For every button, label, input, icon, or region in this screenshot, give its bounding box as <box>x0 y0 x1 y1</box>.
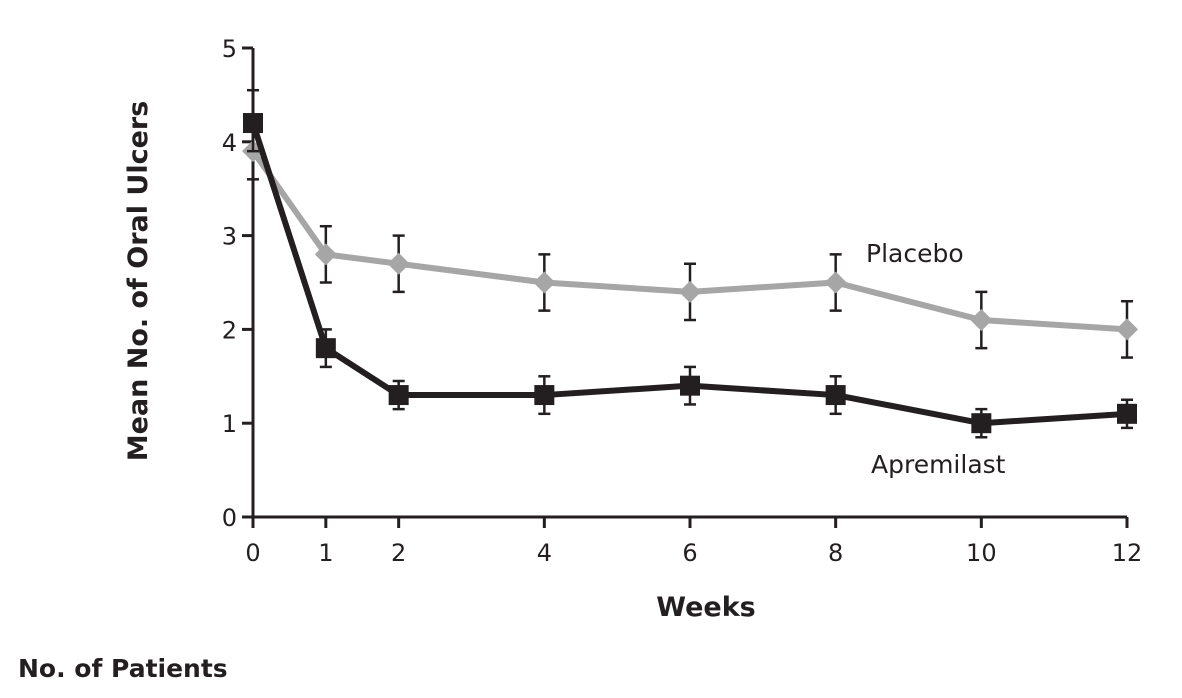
data-point-placebo <box>1116 318 1138 341</box>
series-line-placebo <box>250 149 1128 333</box>
y-tick-label: 5 <box>222 35 237 63</box>
y-tick-label: 2 <box>222 316 237 344</box>
x-tick-label: 12 <box>1112 539 1143 567</box>
x-tick-label: 10 <box>966 539 997 567</box>
data-point-placebo <box>824 271 847 294</box>
x-tick-label: 1 <box>318 539 333 567</box>
x-tick-label: 2 <box>391 539 406 567</box>
y-tick-label: 4 <box>222 129 237 157</box>
series-placebo <box>242 121 1138 359</box>
y-tick-label: 1 <box>222 410 237 438</box>
number-of-patients-title: No. of Patients <box>18 654 228 683</box>
data-point-apremilast <box>680 375 700 396</box>
x-tick-label: 8 <box>828 539 843 567</box>
y-tick-label: 3 <box>222 223 237 251</box>
series-layer <box>242 88 1138 439</box>
data-point-placebo <box>970 309 993 332</box>
x-tick-label: 6 <box>682 539 697 567</box>
data-point-apremilast <box>1117 403 1137 424</box>
data-point-apremilast <box>971 413 992 434</box>
x-axis-ticks: 0 1 2 4 6 8 10 12 <box>245 517 1142 567</box>
data-point-placebo <box>314 243 337 266</box>
data-point-apremilast <box>534 385 555 406</box>
series-apremilast <box>243 88 1137 439</box>
data-point-apremilast <box>243 113 263 134</box>
series-label-placebo: Placebo <box>866 239 964 268</box>
series-label-apremilast: Apremilast <box>871 450 1006 479</box>
data-point-apremilast <box>388 385 409 406</box>
data-point-placebo <box>533 271 556 294</box>
series-line-apremilast <box>250 122 1128 427</box>
data-point-placebo <box>387 252 410 275</box>
x-tick-label: 4 <box>537 539 552 567</box>
y-tick-label: 0 <box>222 504 237 532</box>
data-point-apremilast <box>315 338 336 359</box>
x-axis-title: Weeks <box>656 592 755 623</box>
y-axis-ticks: 0 1 2 3 4 5 <box>222 35 253 532</box>
data-point-placebo <box>679 280 701 303</box>
y-axis-title: Mean No. of Oral Ulcers <box>123 101 154 462</box>
data-point-apremilast <box>825 385 846 406</box>
x-tick-label: 0 <box>245 539 260 567</box>
